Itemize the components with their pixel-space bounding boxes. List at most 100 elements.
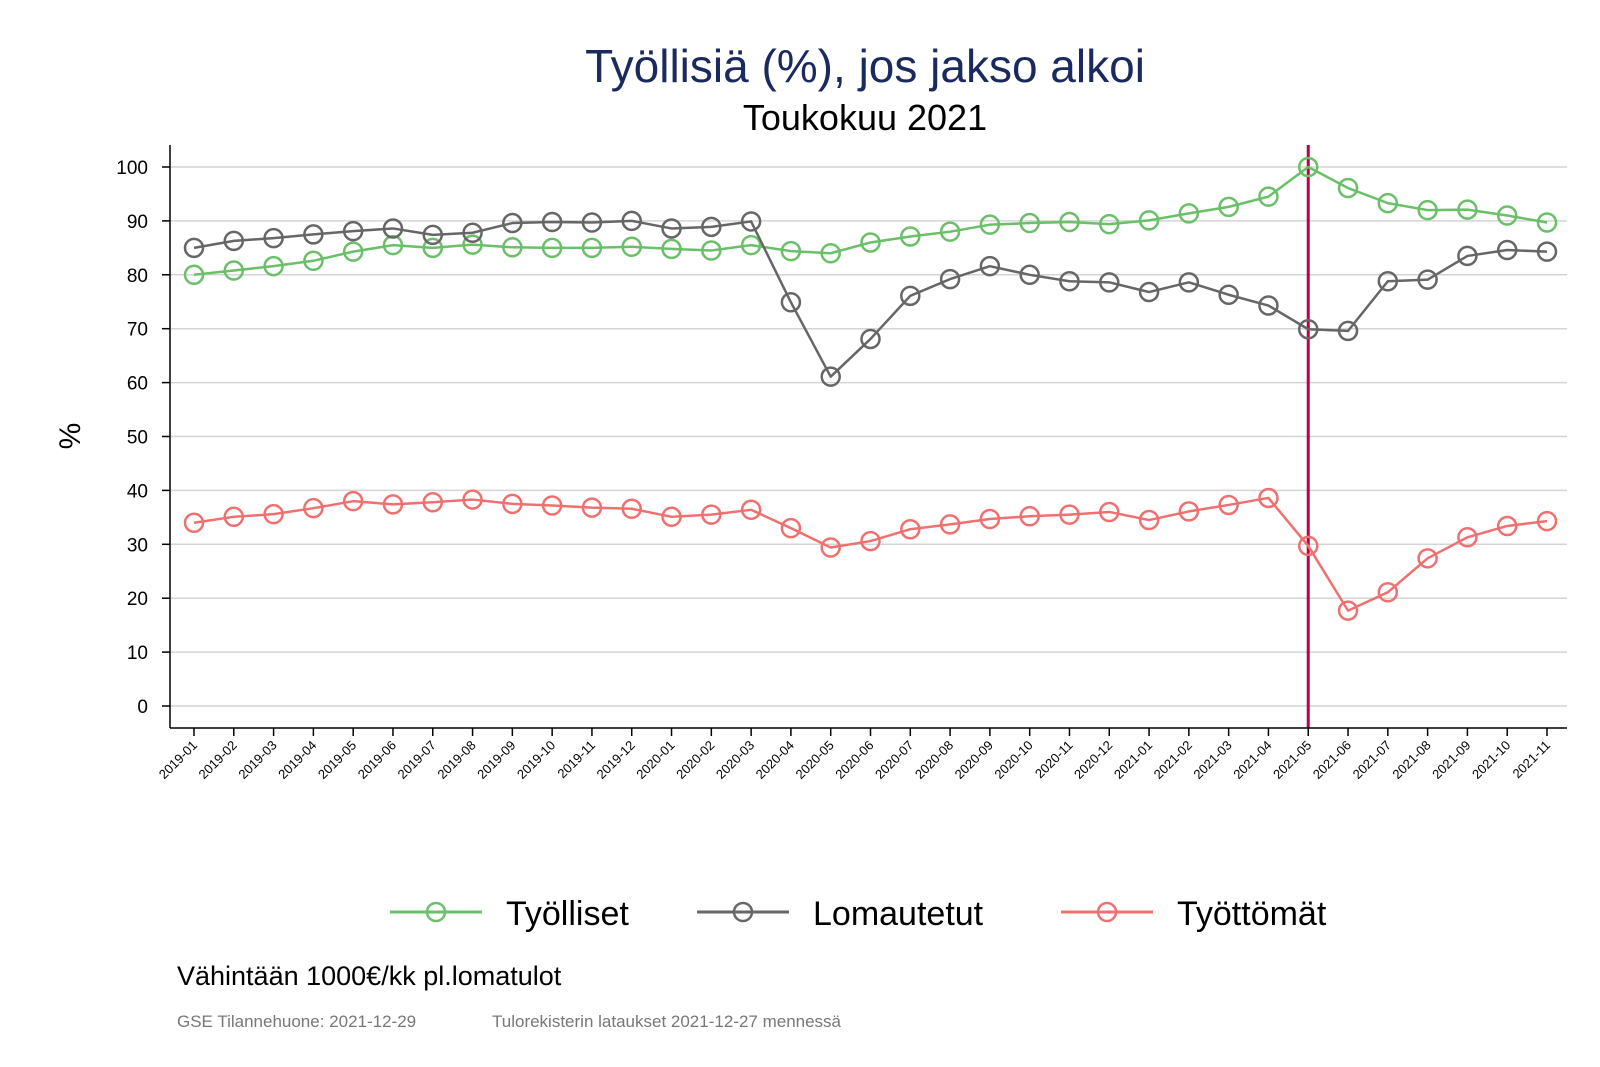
data-point bbox=[1417, 199, 1438, 221]
data-point bbox=[1099, 501, 1120, 523]
data-point bbox=[183, 237, 205, 259]
x-tick-label: 2020-01 bbox=[633, 738, 677, 782]
data-point bbox=[342, 220, 364, 242]
x-tick-label: 2020-11 bbox=[1032, 738, 1076, 782]
series-line bbox=[193, 496, 1548, 612]
data-point bbox=[1019, 264, 1040, 286]
data-point bbox=[1178, 203, 1200, 224]
data-point bbox=[701, 504, 722, 525]
legend-item: Työlliset bbox=[390, 895, 629, 933]
data-point bbox=[621, 210, 642, 232]
data-point bbox=[1138, 281, 1160, 303]
data-point bbox=[621, 498, 642, 519]
series-line bbox=[193, 219, 1548, 378]
series-0 bbox=[183, 156, 1558, 286]
data-point bbox=[1258, 186, 1279, 207]
x-tick-label: 2019-03 bbox=[235, 738, 279, 782]
data-point bbox=[1138, 509, 1160, 531]
data-point bbox=[541, 495, 563, 516]
x-tick-label: 2020-09 bbox=[952, 738, 996, 782]
x-tick-label: 2019-05 bbox=[315, 738, 359, 782]
data-point bbox=[860, 530, 881, 552]
x-tick-label: 2019-04 bbox=[275, 738, 319, 782]
data-point bbox=[1377, 271, 1399, 292]
series-line bbox=[193, 165, 1548, 277]
data-point bbox=[1138, 210, 1160, 231]
data-point bbox=[1218, 284, 1239, 305]
data-point bbox=[780, 240, 802, 262]
x-tick-label: 2019-08 bbox=[434, 738, 478, 782]
legend-marker bbox=[425, 901, 447, 923]
data-point bbox=[860, 328, 881, 350]
data-point bbox=[342, 241, 364, 262]
legend-label: Työlliset bbox=[506, 895, 629, 933]
data-point bbox=[303, 224, 324, 245]
data-point bbox=[1099, 213, 1120, 235]
data-point bbox=[900, 518, 921, 540]
data-point bbox=[422, 492, 444, 513]
data-point bbox=[1496, 239, 1518, 261]
data-point bbox=[263, 227, 284, 249]
data-point bbox=[1337, 600, 1359, 621]
x-tick-label: 2019-02 bbox=[196, 738, 240, 782]
data-point bbox=[979, 508, 1001, 530]
x-tick-label: 2019-11 bbox=[554, 738, 598, 782]
data-point bbox=[740, 211, 762, 232]
data-point bbox=[462, 234, 483, 255]
data-point bbox=[263, 503, 284, 525]
y-tick-label: 70 bbox=[127, 320, 148, 341]
data-point bbox=[462, 489, 483, 510]
legend: Työlliset Lomautetut Työttömät bbox=[390, 895, 1327, 933]
y-tick-label: 30 bbox=[127, 535, 148, 556]
data-point bbox=[422, 224, 444, 246]
data-point bbox=[263, 255, 284, 277]
data-point bbox=[1297, 535, 1319, 557]
data-point bbox=[382, 234, 404, 256]
data-point bbox=[780, 517, 802, 539]
footer-data-note: Tulorekisterin lataukset 2021-12-27 menn… bbox=[492, 1012, 842, 1031]
x-tick-label: 2019-10 bbox=[514, 738, 558, 782]
y-tick-label: 40 bbox=[127, 481, 148, 502]
x-tick-label: 2021-07 bbox=[1350, 738, 1394, 782]
data-point bbox=[1536, 212, 1558, 233]
data-point bbox=[502, 212, 523, 234]
data-point bbox=[183, 512, 205, 533]
gridlines bbox=[170, 166, 1567, 707]
data-point bbox=[1258, 295, 1279, 316]
data-point bbox=[979, 255, 1001, 277]
data-point bbox=[502, 493, 523, 515]
x-tick-label: 2021-10 bbox=[1469, 738, 1513, 782]
x-tick-label: 2021-08 bbox=[1389, 738, 1433, 782]
y-axis-label: % bbox=[54, 423, 87, 450]
data-point bbox=[1178, 501, 1200, 522]
data-point bbox=[701, 240, 722, 261]
x-tick-label: 2019-09 bbox=[474, 738, 518, 782]
x-tick-label: 2019-07 bbox=[395, 738, 439, 782]
axes: 01020304050607080901002019-012019-022019… bbox=[116, 145, 1567, 782]
x-tick-label: 2019-12 bbox=[594, 738, 638, 782]
data-point bbox=[223, 506, 245, 528]
y-tick-label: 100 bbox=[116, 158, 148, 179]
data-point bbox=[1099, 272, 1120, 293]
data-point bbox=[1536, 510, 1558, 532]
data-point bbox=[1536, 241, 1558, 262]
data-point bbox=[1059, 271, 1080, 292]
x-tick-label: 2021-05 bbox=[1270, 738, 1314, 782]
data-point bbox=[1178, 272, 1200, 293]
data-point bbox=[900, 285, 921, 307]
x-tick-label: 2020-10 bbox=[991, 738, 1035, 782]
data-point bbox=[1417, 269, 1438, 290]
data-point bbox=[1496, 515, 1518, 537]
legend-label: Työttömät bbox=[1177, 895, 1327, 933]
y-tick-label: 20 bbox=[127, 589, 148, 610]
series-2 bbox=[183, 487, 1558, 621]
x-tick-label: 2020-03 bbox=[713, 738, 757, 782]
y-tick-label: 80 bbox=[127, 266, 148, 287]
x-tick-label: 2021-02 bbox=[1151, 738, 1195, 782]
y-tick-label: 10 bbox=[127, 643, 148, 664]
x-tick-label: 2021-06 bbox=[1310, 738, 1354, 782]
data-point bbox=[661, 218, 682, 239]
x-tick-label: 2019-01 bbox=[156, 738, 200, 782]
data-point bbox=[1218, 196, 1239, 218]
